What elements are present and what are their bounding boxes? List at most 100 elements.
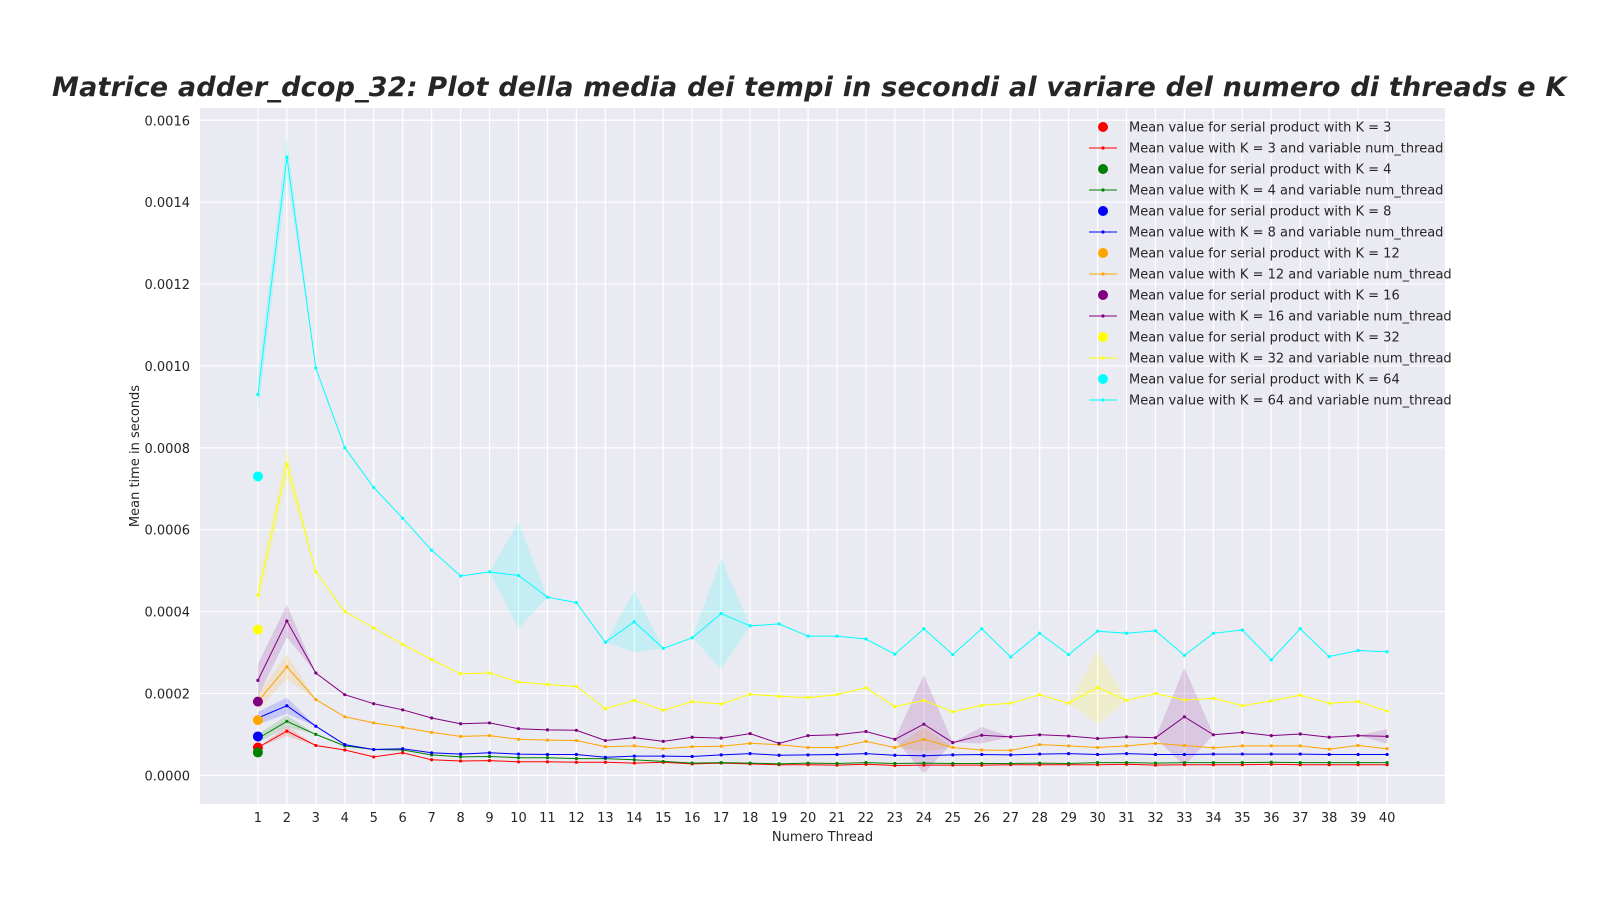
series-point xyxy=(401,751,405,755)
series-point xyxy=(1385,650,1389,654)
series-point xyxy=(1356,734,1360,738)
legend-marker-dot xyxy=(1098,248,1108,258)
series-point xyxy=(690,754,694,759)
x-tick-label: 33 xyxy=(1176,811,1193,826)
series-point xyxy=(1038,761,1042,765)
series-point xyxy=(690,745,694,749)
series-point xyxy=(806,761,810,765)
series-point xyxy=(1211,733,1215,737)
series-point xyxy=(1009,761,1013,766)
x-tick-label: 17 xyxy=(713,811,730,826)
series-point xyxy=(1211,631,1215,635)
series-point xyxy=(951,761,955,766)
series-point xyxy=(1240,744,1244,748)
series-point xyxy=(314,724,318,728)
series-point xyxy=(430,758,434,762)
series-point xyxy=(372,755,376,759)
series-point xyxy=(864,739,868,743)
series-point xyxy=(632,761,636,765)
series-point xyxy=(545,738,550,742)
series-point xyxy=(922,737,926,741)
legend-marker-dot xyxy=(1098,122,1108,132)
series-point xyxy=(1124,631,1129,635)
series-point xyxy=(1211,761,1215,765)
y-tick-label: 0.0008 xyxy=(145,442,191,457)
x-tick-label: 19 xyxy=(771,811,788,826)
series-point xyxy=(864,752,868,756)
series-point xyxy=(343,609,347,614)
legend-item: Mean value with K = 4 and variable num_t… xyxy=(1089,184,1443,199)
x-tick-label: 34 xyxy=(1205,811,1222,826)
legend-label: Mean value with K = 16 and variable num_… xyxy=(1129,310,1452,325)
series-point xyxy=(1182,698,1187,702)
series-point xyxy=(951,745,955,750)
series-point xyxy=(285,704,289,708)
series-point xyxy=(574,752,578,757)
series-point xyxy=(603,738,607,743)
series-point xyxy=(487,751,492,755)
series-point xyxy=(1067,761,1071,766)
series-point xyxy=(1385,734,1389,739)
y-tick-label: 0.0012 xyxy=(145,278,191,293)
y-tick-label: 0.0014 xyxy=(145,196,191,211)
series-point xyxy=(1038,693,1042,697)
series-point xyxy=(835,634,839,638)
series-point xyxy=(661,754,665,758)
x-tick-label: 9 xyxy=(485,811,493,826)
series-point xyxy=(690,700,694,704)
series-point xyxy=(372,485,376,490)
series-point xyxy=(285,155,289,159)
serial-point xyxy=(252,715,263,726)
series-point xyxy=(545,595,550,599)
x-tick-label: 6 xyxy=(399,811,407,826)
series-point xyxy=(719,702,723,706)
x-axis-label: Numero Thread xyxy=(772,830,873,845)
series-point xyxy=(690,636,694,640)
legend-label: Mean value for serial product with K = 1… xyxy=(1129,247,1400,262)
x-tick-label: 15 xyxy=(655,811,672,826)
x-tick-label: 7 xyxy=(427,811,435,826)
series-point xyxy=(1067,652,1071,657)
series-point xyxy=(632,736,636,740)
series-point xyxy=(1095,761,1100,765)
series-point xyxy=(372,702,376,706)
series-point xyxy=(1327,701,1331,705)
x-tick-label: 36 xyxy=(1263,811,1280,826)
series-point xyxy=(893,761,897,766)
series-point xyxy=(285,462,289,466)
series-point xyxy=(458,672,463,676)
legend-marker-point xyxy=(1101,230,1105,234)
legend-item: Mean value with K = 16 and variable num_… xyxy=(1089,310,1452,325)
series-point xyxy=(777,741,781,746)
legend-label: Mean value with K = 12 and variable num_… xyxy=(1129,268,1452,283)
series-line xyxy=(257,464,1388,713)
series-point xyxy=(372,747,376,752)
series-point xyxy=(545,682,550,687)
x-tick-label: 30 xyxy=(1089,811,1106,826)
series-point xyxy=(922,627,926,631)
series-point xyxy=(980,733,984,737)
series-point xyxy=(806,734,810,738)
x-tick-labels: 1 2 3 4 5 6 7 8 9 10 11 12 13 14 15 16 17 18 19 20 21 22 23 24 2… xyxy=(254,811,1396,826)
series-point xyxy=(1298,752,1302,756)
series-point xyxy=(1124,761,1129,765)
series-point xyxy=(603,640,607,644)
series-point xyxy=(574,760,578,764)
series-point xyxy=(1067,752,1071,756)
series-point xyxy=(314,671,318,675)
series-point xyxy=(1240,628,1244,632)
series-point xyxy=(893,745,897,750)
series-point xyxy=(1124,698,1129,703)
series-point xyxy=(951,740,955,745)
series-point xyxy=(1095,745,1100,750)
legend-item: Mean value for serial product with K = 8 xyxy=(1098,205,1391,220)
series-point xyxy=(343,693,347,697)
series-point xyxy=(1240,704,1244,708)
x-tick-label: 1 xyxy=(254,811,262,826)
series-point xyxy=(632,754,636,758)
series-point xyxy=(430,657,434,662)
series-point xyxy=(748,731,752,736)
y-tick-label: 0.0010 xyxy=(145,360,191,375)
legend-label: Mean value for serial product with K = 4 xyxy=(1129,163,1391,178)
legend-marker-point xyxy=(1101,146,1105,150)
